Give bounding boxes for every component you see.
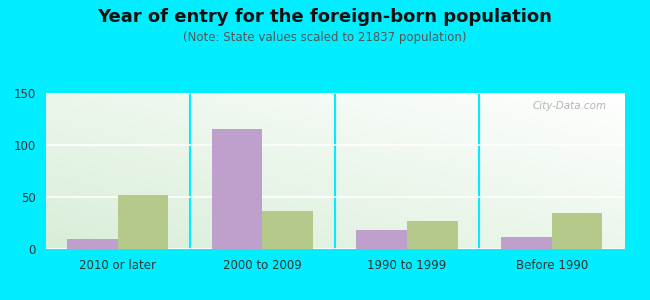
Bar xyxy=(263,211,313,249)
Text: (Note: State values scaled to 21837 population): (Note: State values scaled to 21837 popu… xyxy=(183,32,467,44)
Bar xyxy=(67,238,118,249)
Bar xyxy=(212,129,263,249)
Bar xyxy=(501,236,552,249)
Text: Year of entry for the foreign-born population: Year of entry for the foreign-born popul… xyxy=(98,8,552,26)
Bar xyxy=(407,221,458,249)
Bar xyxy=(118,195,168,249)
Text: City-Data.com: City-Data.com xyxy=(532,101,606,111)
Bar xyxy=(552,213,603,249)
Bar xyxy=(356,230,407,249)
